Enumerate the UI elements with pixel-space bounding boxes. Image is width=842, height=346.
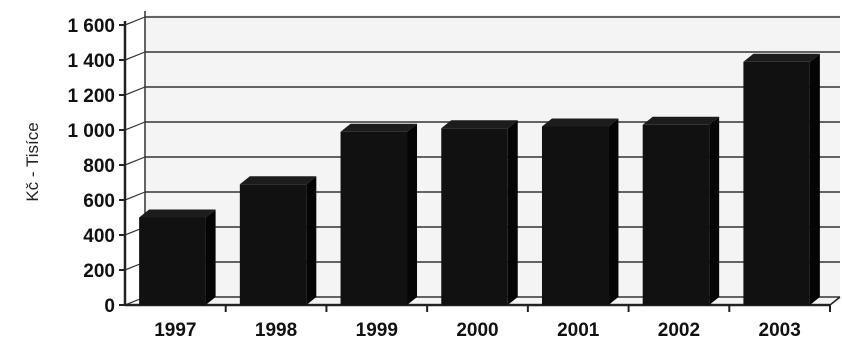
x-tick-label: 1997 [154,320,196,341]
bar-top [743,53,820,62]
gridline-side [124,156,146,166]
gridline-side [124,51,146,61]
y-tick-label: 600 [83,191,115,212]
bar-top [541,118,619,127]
bar-front [441,128,508,305]
bar-2002 [642,116,720,305]
bar-front [340,131,408,305]
bar-top [441,120,518,129]
bar-front [139,217,206,305]
bar-side [809,53,820,305]
bar-side [407,123,418,305]
y-axis-title: Kč - Tisíce [23,122,42,201]
bar-1998 [239,176,317,305]
y-tick-label: 200 [83,261,115,282]
x-tick-label: 2000 [456,320,498,341]
x-tick-label: 1999 [356,320,398,341]
bar-2001 [541,118,619,305]
x-tick-labels: 1997 1998 1999 2000 2001 2002 2003 [154,320,801,341]
bar-side [306,176,317,305]
bar-side [709,116,720,305]
bar-2000 [441,120,518,305]
bar-1997 [139,209,216,305]
x-tick-label: 2003 [759,320,801,341]
gridline-side [124,16,146,26]
bar-front [642,124,710,305]
bar-top [340,123,418,132]
y-tick-label: 1 600 [67,16,115,37]
y-tick-labels: 0 200 400 600 800 1 000 1 200 1 400 1 600 [67,16,115,317]
bar-side [507,120,518,305]
bar-top [642,116,720,125]
floor-edge [829,296,841,306]
x-tick-label: 1998 [255,320,297,341]
bar-top [239,176,317,185]
bar-side [608,118,619,305]
x-tick-label: 2001 [557,320,600,341]
gridline-side [124,191,146,201]
bar-front [239,184,307,305]
y-tick-label: 1 000 [67,121,115,142]
bar-front [743,61,810,305]
gridline-side [124,121,146,131]
bar-front [541,126,609,305]
bar-2003 [743,53,820,305]
x-tick-label: 2002 [658,320,700,341]
bar-side [205,209,216,305]
y-tick-label: 1 400 [67,51,115,72]
bar-1999 [340,123,418,305]
bar-top [139,209,216,218]
y-tick-label: 400 [83,226,115,247]
gridline-side [124,86,146,96]
bars [139,53,820,305]
y-tick-label: 1 200 [67,86,115,107]
y-tick-label: 0 [104,296,115,317]
y-tick-label: 800 [83,156,115,177]
